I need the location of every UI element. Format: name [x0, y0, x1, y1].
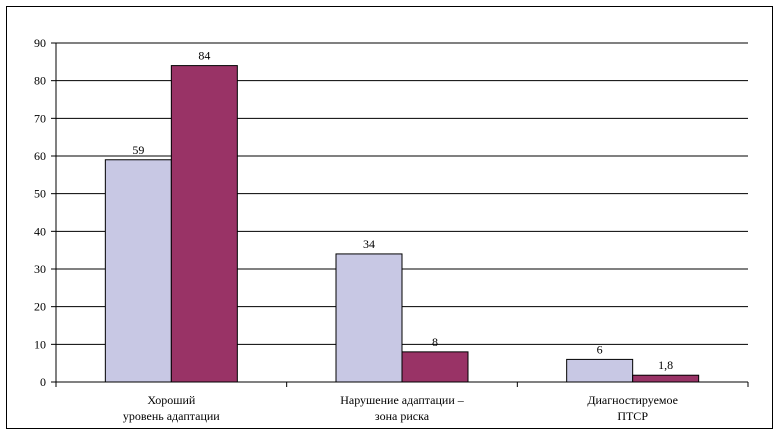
y-tick-label: 10 [34, 337, 46, 351]
bars [104, 65, 700, 383]
category-label: уровень адаптации [123, 409, 220, 423]
category-label: ПТСР [617, 409, 648, 423]
data-label: 1,8 [658, 358, 673, 372]
y-tick-label: 80 [34, 74, 46, 88]
data-label: 8 [432, 335, 438, 349]
bar [170, 65, 238, 383]
category-label: зона риска [375, 409, 430, 423]
y-tick-label: 30 [34, 262, 46, 276]
y-tick-label: 50 [34, 187, 46, 201]
bar [335, 253, 403, 383]
category-label: Хороший [147, 393, 196, 407]
data-label: 34 [363, 237, 375, 251]
bar [632, 374, 700, 383]
y-tick-label: 40 [34, 224, 46, 238]
category-label: Нарушение адаптации – [340, 393, 465, 407]
y-tick-label: 90 [34, 36, 46, 50]
data-label: 84 [198, 49, 210, 63]
data-label: 59 [132, 143, 144, 157]
data-label: 6 [597, 342, 603, 356]
bar [104, 159, 172, 383]
y-tick-label: 0 [40, 375, 46, 389]
bar [401, 351, 469, 383]
y-tick-label: 20 [34, 300, 46, 314]
labels: 0 10 20 30 40 50 60 70 80 90 59 84 Хороший уровень ад… [34, 36, 678, 423]
y-tick-label: 70 [34, 111, 46, 125]
y-tick-label: 60 [34, 149, 46, 163]
category-label: Диагностируемое [587, 393, 678, 407]
bar [566, 358, 634, 383]
axes [51, 42, 749, 387]
